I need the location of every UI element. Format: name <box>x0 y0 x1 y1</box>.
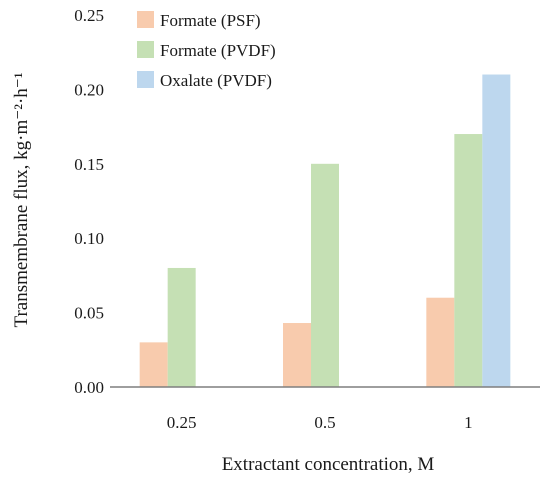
bar <box>426 297 455 387</box>
y-tick-label: 0.05 <box>74 304 104 323</box>
bars-group <box>139 74 511 388</box>
bar <box>311 163 339 387</box>
x-axis-title: Extractant concentration, M <box>222 454 435 475</box>
bar <box>454 134 483 387</box>
bar <box>167 267 196 387</box>
y-tick-label: 0.25 <box>74 6 104 25</box>
y-tick-label: 0.10 <box>74 229 104 248</box>
y-tick-label: 0.20 <box>74 80 104 99</box>
legend-swatch <box>137 71 154 88</box>
legend-label: Oxalate (PVDF) <box>160 71 272 90</box>
legend-label: Formate (PVDF) <box>160 41 276 60</box>
bar <box>482 74 511 388</box>
x-category-label: 0.25 <box>167 413 197 432</box>
bar <box>139 342 168 387</box>
y-axis-title: Transmembrane flux, kg·m⁻²·h⁻¹ <box>11 72 32 327</box>
legend-swatch <box>137 11 154 28</box>
legend-swatch <box>137 41 154 58</box>
y-tick-label: 0.00 <box>74 378 104 397</box>
y-axis-ticks: 0.00 0.05 0.10 0.15 0.20 0.25 <box>74 6 104 397</box>
bar <box>283 323 311 387</box>
x-category-label: 0.5 <box>314 413 335 432</box>
y-tick-label: 0.15 <box>74 155 104 174</box>
legend: Formate (PSF) Formate (PVDF) Oxalate (PVDF… <box>137 11 276 90</box>
legend-label: Formate (PSF) <box>160 11 261 30</box>
x-category-label: 1 <box>464 413 473 432</box>
x-axis-category-labels: 0.25 0.5 1 <box>167 413 473 432</box>
